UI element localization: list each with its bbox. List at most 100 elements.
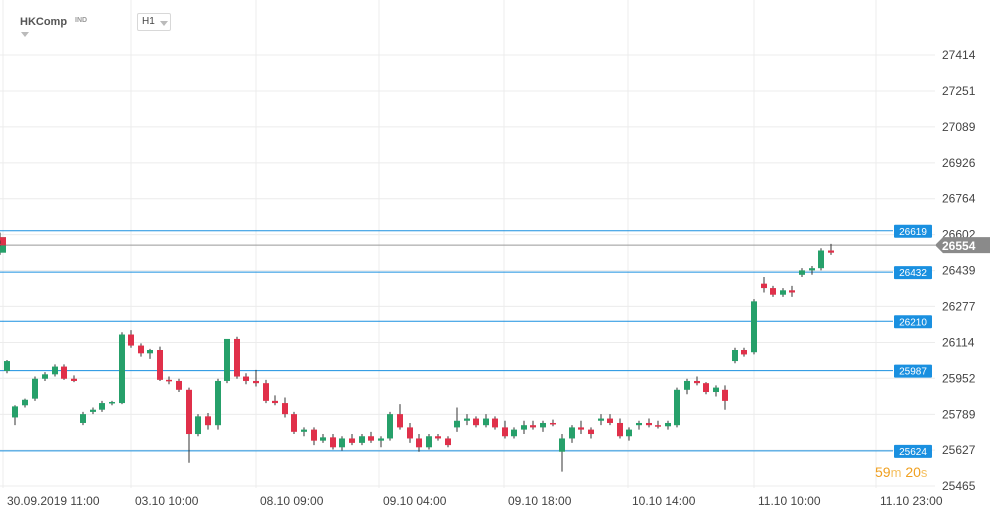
candle[interactable] [166, 376, 172, 385]
candle[interactable] [646, 418, 652, 428]
candle[interactable] [42, 372, 48, 381]
candle[interactable] [368, 431, 374, 443]
candle[interactable] [588, 427, 594, 439]
candle[interactable] [694, 376, 700, 386]
candle[interactable] [540, 420, 546, 432]
candle[interactable] [407, 422, 413, 443]
candle[interactable] [617, 418, 623, 439]
candle[interactable] [339, 436, 345, 451]
candle[interactable] [454, 407, 460, 432]
candle[interactable] [818, 248, 824, 271]
candle[interactable] [253, 369, 259, 387]
candle[interactable] [521, 420, 527, 435]
candle[interactable] [0, 232, 6, 245]
candle[interactable] [234, 336, 240, 379]
candle[interactable] [770, 285, 776, 297]
candle[interactable] [559, 434, 565, 472]
candle[interactable] [301, 427, 307, 437]
candle[interactable] [435, 434, 441, 441]
candle[interactable] [416, 434, 422, 452]
candle[interactable] [359, 434, 365, 446]
candle[interactable] [511, 427, 517, 439]
candle[interactable] [157, 346, 163, 381]
candle[interactable] [789, 285, 795, 297]
level-badge[interactable] [894, 444, 932, 458]
candle-body [378, 438, 384, 441]
candle[interactable] [205, 413, 211, 430]
candle[interactable] [272, 395, 278, 406]
candle[interactable] [119, 332, 125, 405]
candle[interactable] [828, 243, 834, 255]
level-badge[interactable] [894, 266, 932, 280]
candle[interactable] [71, 375, 77, 383]
level-badge[interactable] [894, 364, 932, 378]
candle[interactable] [61, 364, 67, 380]
candle[interactable] [282, 397, 288, 418]
candle[interactable] [464, 414, 470, 426]
candle[interactable] [109, 400, 115, 406]
candle[interactable] [291, 411, 297, 435]
candle[interactable] [12, 405, 18, 426]
candle[interactable] [703, 382, 709, 395]
candle[interactable] [330, 434, 336, 450]
candle[interactable] [530, 420, 536, 430]
level-badge[interactable] [894, 315, 932, 329]
candle[interactable] [626, 427, 632, 441]
candle[interactable] [378, 436, 384, 448]
candle[interactable] [674, 387, 680, 428]
candle[interactable] [90, 407, 96, 415]
candle[interactable] [473, 416, 479, 428]
candle[interactable] [665, 420, 671, 430]
candle[interactable] [636, 420, 642, 430]
candle[interactable] [99, 400, 105, 412]
candle[interactable] [492, 416, 498, 430]
candle[interactable] [397, 404, 403, 430]
candle[interactable] [751, 299, 757, 355]
candle[interactable] [32, 376, 38, 401]
candle[interactable] [52, 364, 58, 377]
candle[interactable] [684, 378, 690, 395]
candle[interactable] [732, 347, 738, 364]
candle[interactable] [147, 348, 153, 359]
candle[interactable] [195, 414, 201, 437]
candle[interactable] [176, 378, 182, 393]
level-badge[interactable] [894, 224, 932, 238]
candle[interactable] [780, 288, 786, 297]
symbol-name[interactable]: HKComp [20, 16, 68, 28]
candle[interactable] [483, 414, 489, 428]
timeframe-select[interactable]: H1 [137, 13, 171, 31]
candle[interactable] [713, 385, 719, 397]
candle[interactable] [799, 268, 805, 278]
chevron-down-icon[interactable] [21, 32, 29, 37]
candle[interactable] [445, 436, 451, 448]
candle[interactable] [569, 425, 575, 443]
candle[interactable] [598, 414, 604, 426]
candle[interactable] [243, 373, 249, 385]
candle[interactable] [578, 420, 584, 435]
candle[interactable] [186, 387, 192, 463]
candle[interactable] [263, 379, 269, 404]
candle[interactable] [387, 411, 393, 441]
candle[interactable] [607, 414, 613, 426]
candle[interactable] [809, 265, 815, 275]
candle[interactable] [0, 240, 6, 247]
candle[interactable] [349, 434, 355, 446]
candle-body [540, 422, 546, 428]
candle[interactable] [138, 343, 144, 357]
candle[interactable] [320, 434, 326, 443]
candle[interactable] [311, 427, 317, 446]
candle[interactable] [761, 277, 767, 293]
candle[interactable] [426, 434, 432, 450]
candle[interactable] [741, 347, 747, 357]
candle[interactable] [224, 338, 230, 384]
candle[interactable] [4, 359, 10, 374]
candle[interactable] [80, 411, 86, 426]
candle[interactable] [215, 378, 221, 430]
candle[interactable] [550, 419, 556, 427]
candle[interactable] [655, 420, 661, 429]
candle[interactable] [502, 420, 508, 439]
candle[interactable] [128, 330, 134, 348]
candle[interactable] [22, 398, 28, 408]
candle[interactable] [722, 385, 728, 410]
